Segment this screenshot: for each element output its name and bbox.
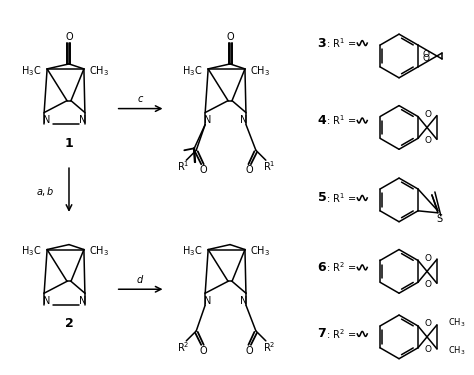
- Text: O: O: [424, 345, 431, 354]
- Text: H$_3$C: H$_3$C: [182, 244, 202, 258]
- Text: N: N: [44, 296, 51, 306]
- Text: $a, b$: $a, b$: [36, 186, 55, 198]
- Text: O: O: [424, 254, 431, 263]
- Text: $c$: $c$: [137, 94, 144, 104]
- Text: 5: 5: [318, 191, 326, 204]
- Text: S: S: [437, 214, 443, 224]
- Text: N: N: [79, 116, 87, 126]
- Text: $d$: $d$: [137, 273, 145, 285]
- Text: CH$_3$: CH$_3$: [89, 64, 109, 78]
- Text: O: O: [424, 320, 431, 328]
- Text: CH$_3$: CH$_3$: [250, 64, 270, 78]
- Text: R$^1$: R$^1$: [177, 159, 190, 173]
- Text: : R$^1$ =: : R$^1$ =: [327, 191, 356, 205]
- Text: N: N: [44, 116, 51, 126]
- Text: O: O: [424, 110, 431, 119]
- Text: : R$^2$ =: : R$^2$ =: [327, 327, 356, 341]
- Text: H$_3$C: H$_3$C: [21, 244, 41, 258]
- Text: 3: 3: [318, 37, 326, 50]
- Text: 7: 7: [318, 327, 326, 340]
- Text: N: N: [240, 116, 247, 126]
- Text: CH$_3$: CH$_3$: [250, 244, 270, 258]
- Text: R$^1$: R$^1$: [263, 159, 275, 173]
- Text: CH$_3$: CH$_3$: [448, 345, 465, 357]
- Text: O: O: [422, 54, 429, 63]
- Text: O: O: [424, 280, 431, 289]
- Text: O: O: [245, 346, 253, 356]
- Text: O: O: [200, 346, 207, 356]
- Text: O: O: [245, 165, 253, 175]
- Text: O: O: [200, 165, 207, 175]
- Text: N: N: [204, 116, 212, 126]
- Text: O: O: [65, 32, 73, 42]
- Text: R$^2$: R$^2$: [263, 340, 275, 354]
- Text: : R$^1$ =: : R$^1$ =: [327, 36, 356, 50]
- Text: N: N: [204, 296, 212, 306]
- Text: N: N: [79, 296, 87, 306]
- Text: N: N: [240, 296, 247, 306]
- Text: R$^2$: R$^2$: [177, 340, 190, 354]
- Text: : R$^1$ =: : R$^1$ =: [327, 114, 356, 128]
- Text: O: O: [422, 51, 429, 60]
- Text: O: O: [226, 32, 234, 42]
- Text: : R$^2$ =: : R$^2$ =: [327, 261, 356, 274]
- Text: 2: 2: [64, 318, 73, 330]
- Text: H$_3$C: H$_3$C: [21, 64, 41, 78]
- Text: 4: 4: [318, 114, 326, 127]
- Text: 6: 6: [318, 261, 326, 274]
- Text: H$_3$C: H$_3$C: [182, 64, 202, 78]
- Text: CH$_3$: CH$_3$: [89, 244, 109, 258]
- Text: O: O: [424, 136, 431, 145]
- Text: CH$_3$: CH$_3$: [448, 317, 465, 329]
- Text: 1: 1: [64, 137, 73, 150]
